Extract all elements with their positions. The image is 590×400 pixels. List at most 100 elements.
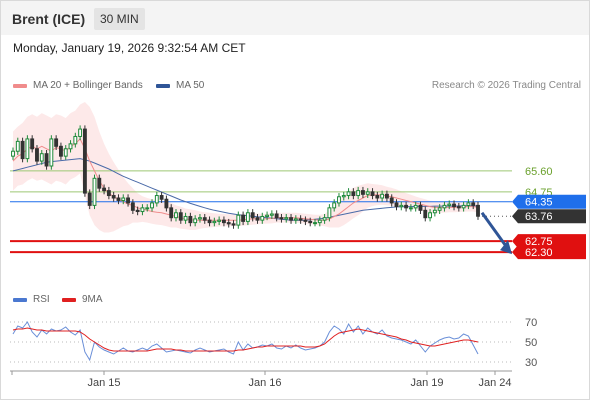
candle-body: [145, 207, 150, 210]
candle-body: [35, 148, 39, 162]
candle-body: [73, 135, 78, 145]
candle-body: [202, 217, 207, 221]
candle-body: [30, 138, 35, 150]
candle-body: [471, 202, 476, 206]
candle-body: [399, 204, 404, 208]
candle-body: [241, 214, 246, 222]
rsi-tick-30: 30: [525, 357, 537, 369]
legend-label-9ma: 9MA: [82, 294, 103, 305]
candle-body: [317, 219, 322, 224]
candle-body: [116, 197, 121, 201]
candle-body: [413, 204, 418, 209]
rsi-swatch-icon: [13, 297, 27, 302]
candle-body: [164, 198, 169, 209]
candle-body: [298, 218, 303, 221]
legend-label-rsi: RSI: [33, 294, 50, 305]
legend-label-ma50: MA 50: [176, 80, 205, 91]
candle-body: [308, 220, 313, 224]
instrument-title: Brent (ICE): [12, 11, 86, 27]
candle-body: [217, 219, 222, 222]
candle-body: [456, 206, 461, 209]
forecast-arrow-line: [480, 211, 508, 248]
candle-body: [39, 153, 44, 162]
candle-body: [198, 217, 202, 220]
level-label-64-35: 64.35: [525, 197, 553, 209]
candle-body: [169, 207, 174, 219]
ma50-swatch-icon: [156, 83, 170, 88]
bollinger-band-area: [13, 102, 478, 233]
candle-body: [54, 138, 59, 147]
rsi-ma9-line: [12, 327, 479, 352]
candle-body: [370, 191, 375, 197]
x-tick-label: Jan 16: [248, 377, 281, 389]
level-label-62-75: 62.75: [525, 236, 553, 248]
candle-body: [245, 212, 250, 222]
level-tag-63-76: [512, 209, 586, 224]
candle-body: [313, 222, 317, 225]
candle-body: [418, 204, 423, 211]
candle-body: [126, 197, 130, 204]
candle-body: [221, 219, 226, 224]
candle-body: [121, 197, 126, 201]
rsi-line: [12, 321, 479, 362]
x-tick-label: Jan 24: [478, 377, 511, 389]
candle-body: [78, 128, 83, 137]
candle-body: [293, 218, 298, 221]
candle-body: [87, 192, 92, 206]
candle-body: [269, 213, 274, 216]
candle-body: [15, 140, 20, 152]
candle-body: [361, 190, 365, 195]
candle-body: [332, 202, 337, 209]
candle-body: [106, 190, 111, 197]
candle-body: [337, 196, 341, 204]
candle-body: [380, 193, 385, 199]
candle-body: [159, 195, 164, 200]
candle-body: [174, 212, 178, 219]
candle-body: [59, 145, 63, 157]
candle-body: [25, 138, 30, 160]
rsi-tick-70: 70: [525, 317, 537, 329]
candle-body: [303, 219, 308, 222]
level-tag-64-35: [512, 194, 586, 209]
forecast-arrow-head: [500, 240, 512, 255]
candle-body: [384, 193, 389, 199]
candle-body: [102, 187, 107, 192]
candle-body: [193, 218, 198, 224]
candle-body: [437, 207, 442, 211]
level-tag-62-30: [512, 245, 586, 260]
level-label-63-76: 63.76: [525, 211, 553, 223]
candle-body: [365, 191, 370, 195]
candle-body: [236, 214, 241, 226]
candle-body: [260, 215, 265, 221]
candle-body: [49, 138, 54, 167]
candle-body: [375, 195, 380, 199]
candle-body: [394, 202, 399, 208]
level-tag-62-75: [512, 234, 586, 249]
candle-body: [231, 223, 236, 226]
candle-body: [92, 177, 97, 206]
candle-body: [82, 128, 87, 194]
candle-body: [351, 191, 356, 197]
candle-body: [408, 207, 413, 210]
candle-body: [284, 217, 289, 220]
legend-label-ma20: MA 20 + Bollinger Bands: [33, 80, 143, 91]
interval-selector[interactable]: 30 MIN: [94, 8, 145, 30]
candle-body: [428, 212, 433, 219]
candle-body: [423, 209, 428, 219]
rsi-tick-50: 50: [525, 337, 537, 349]
candle-body: [289, 217, 293, 221]
candle-body: [150, 202, 154, 209]
candle-body: [44, 153, 49, 167]
candle-body: [279, 217, 284, 220]
candle-body: [154, 195, 159, 204]
candle-body: [188, 215, 193, 224]
chart-datetime: Monday, January 19, 2026 9:32:54 AM CET: [13, 41, 246, 55]
candle-body: [130, 202, 135, 211]
candle-body: [404, 204, 409, 209]
candle-body: [274, 213, 279, 219]
candle-body: [265, 214, 270, 217]
legend-item-9ma: 9MA: [62, 294, 103, 305]
candle-body: [452, 203, 456, 208]
candle-body: [356, 190, 361, 197]
